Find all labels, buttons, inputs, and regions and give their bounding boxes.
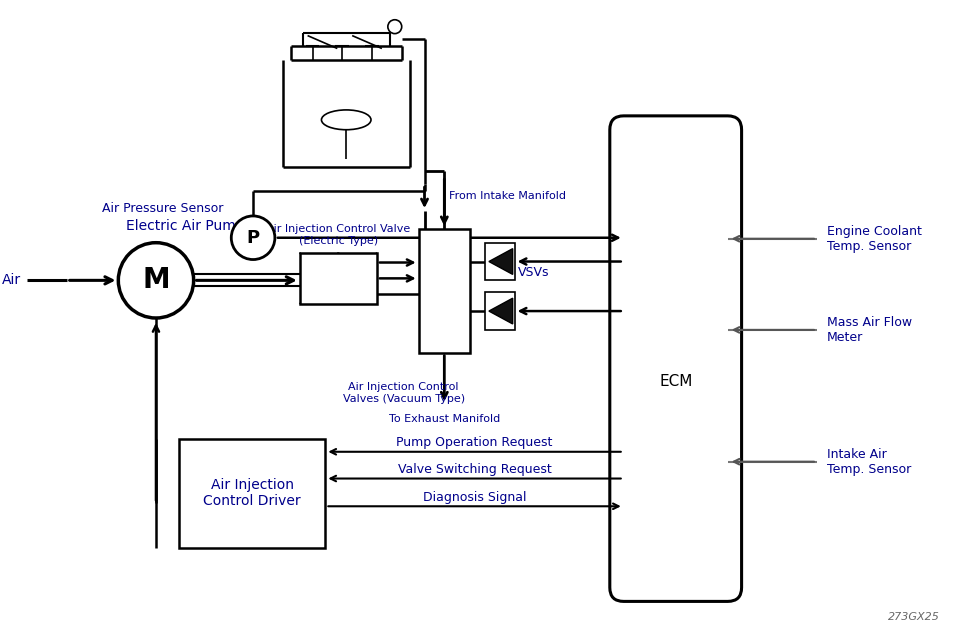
Circle shape	[387, 20, 402, 34]
Bar	[418, 229, 470, 353]
Text: Air Injection Control Valve
(Electric Type): Air Injection Control Valve (Electric Ty…	[267, 224, 410, 246]
Circle shape	[118, 243, 194, 318]
Text: Mass Air Flow
Meter: Mass Air Flow Meter	[827, 316, 912, 344]
Text: Valve Switching Request: Valve Switching Request	[398, 463, 551, 476]
Polygon shape	[489, 248, 513, 275]
Polygon shape	[489, 298, 513, 324]
Text: M: M	[142, 266, 170, 294]
Text: Electric Air Pump: Electric Air Pump	[127, 219, 245, 233]
Text: Air: Air	[2, 273, 21, 287]
Text: From Intake Manifold: From Intake Manifold	[449, 191, 566, 201]
FancyBboxPatch shape	[610, 116, 741, 601]
Text: Pump Operation Request: Pump Operation Request	[396, 436, 552, 449]
Bar	[299, 253, 377, 304]
Text: P: P	[246, 229, 260, 247]
Ellipse shape	[321, 110, 371, 130]
Text: To Exhaust Manifold: To Exhaust Manifold	[388, 414, 500, 424]
Text: Intake Air
Temp. Sensor: Intake Air Temp. Sensor	[827, 448, 911, 476]
Bar	[178, 439, 325, 548]
Text: 273GX25: 273GX25	[888, 612, 940, 622]
Text: Air Pressure Sensor: Air Pressure Sensor	[102, 201, 223, 215]
Text: Air Injection Control
Valves (Vacuum Type): Air Injection Control Valves (Vacuum Typ…	[342, 382, 465, 404]
Text: Air Injection
Control Driver: Air Injection Control Driver	[203, 478, 301, 508]
Bar	[485, 243, 515, 280]
Text: Diagnosis Signal: Diagnosis Signal	[423, 491, 526, 504]
Text: VSVs: VSVs	[518, 266, 550, 279]
Bar	[485, 292, 515, 330]
Circle shape	[231, 216, 275, 259]
Text: Engine Coolant
Temp. Sensor: Engine Coolant Temp. Sensor	[827, 225, 922, 253]
Text: ECM: ECM	[659, 374, 692, 389]
